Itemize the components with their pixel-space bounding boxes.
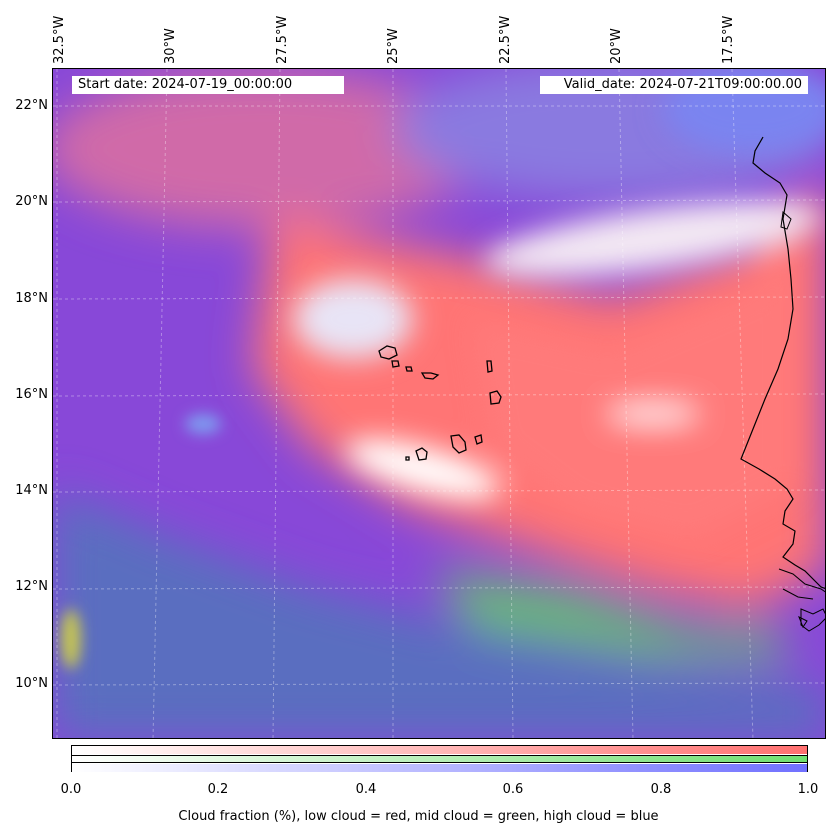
low-cloud-core: [473, 209, 793, 539]
mid-cloud-band: [433, 569, 793, 659]
colorbar: [71, 745, 808, 772]
colorbar-low-cloud-strip: [72, 746, 807, 754]
low-cloud-patch-nw: [53, 69, 483, 229]
lat-label-16n: 16°N: [15, 387, 48, 402]
start-date-label: Start date: 2024-07-19_00:00:00: [72, 76, 344, 94]
lon-label-27-5w: 27.5°W: [275, 15, 290, 64]
coastline-africa: [740, 136, 825, 589]
lat-label-20n: 20°N: [15, 194, 48, 209]
lon-label-32-5w: 32.5°W: [52, 15, 67, 64]
coastline-guinea-islands: [798, 608, 825, 632]
lon-label-25w: 25°W: [386, 28, 401, 64]
mixed-cloud-tongue: [345, 439, 501, 499]
mixed-cloud-patch: [293, 279, 413, 359]
mid-cloud-spot: [61, 609, 81, 669]
lat-label-18n: 18°N: [15, 291, 48, 306]
colorbar-tick-0-6: 0.6: [502, 782, 524, 797]
colorbar-tick-0-8: 0.8: [650, 782, 672, 797]
colorbar-label: Cloud fraction (%), low cloud = red, mid…: [178, 809, 659, 824]
high-mid-cloud-band-south: [53, 489, 825, 738]
lat-label-10n: 10°N: [15, 676, 48, 691]
lon-label-30w: 30°W: [163, 28, 178, 64]
high-cloud-spot: [185, 414, 221, 434]
valid-date-label: Valid_date: 2024-07-21T09:00:00.00: [540, 76, 808, 94]
lon-label-22-5w: 22.5°W: [498, 15, 513, 64]
lat-label-22n: 22°N: [15, 98, 48, 113]
colorbar-mid-cloud-strip: [72, 755, 807, 763]
coastline-west-africa-south: [778, 568, 825, 600]
gridlines: [53, 69, 825, 738]
colorbar-tick-0-4: 0.4: [355, 782, 377, 797]
coastline-bight: [780, 211, 792, 230]
lat-label-14n: 14°N: [15, 483, 48, 498]
colorbar-tick-0-2: 0.2: [207, 782, 229, 797]
cape-verde-islands: [378, 345, 502, 461]
colorbar-tick-0-0: 0.0: [60, 782, 82, 797]
lon-label-20w: 20°W: [609, 28, 624, 64]
lon-label-17-5w: 17.5°W: [721, 15, 736, 64]
map-panel: [52, 68, 826, 739]
mixed-cloud-spot: [608, 404, 698, 424]
lat-label-12n: 12°N: [15, 579, 48, 594]
mixed-cloud-arc: [484, 201, 822, 277]
cloud-fraction-map: [53, 69, 825, 738]
colorbar-high-cloud-strip: [72, 764, 807, 772]
colorbar-tick-1-0: 1.0: [797, 782, 819, 797]
